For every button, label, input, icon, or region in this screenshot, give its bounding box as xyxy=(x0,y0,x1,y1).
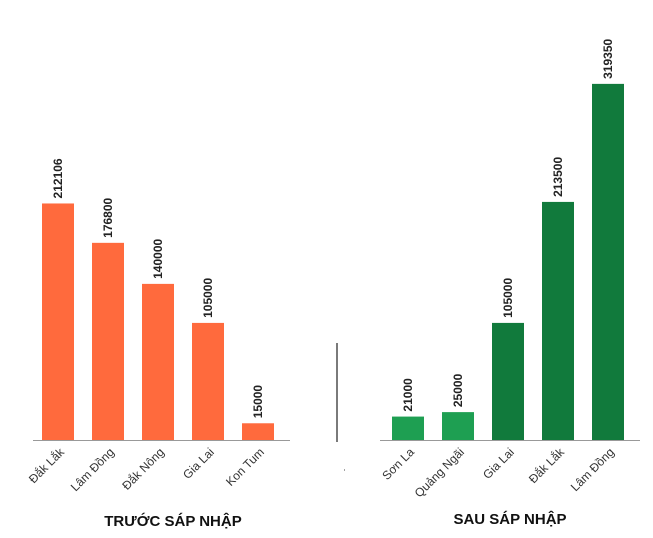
tick-label-before-0: Đắk Lắk xyxy=(25,444,67,486)
bar-before-3 xyxy=(192,322,224,440)
tick-label-after-2: Gia Lai xyxy=(480,445,517,482)
bar-before-1 xyxy=(92,242,124,440)
value-label-before-4: 15000 xyxy=(251,385,265,419)
tick-label-before-2: Đắk Nông xyxy=(119,444,167,492)
value-label-before-0: 212106 xyxy=(51,158,65,198)
tick-label-before-3: Gia Lai xyxy=(180,445,217,482)
bar-before-2 xyxy=(142,283,174,440)
bar-after-2 xyxy=(492,322,524,440)
value-label-after-1: 25000 xyxy=(451,373,465,407)
tick-label-after-0: Sơn La xyxy=(379,445,417,483)
group-title-before: TRƯỚC SÁP NHẬP xyxy=(104,512,241,530)
value-label-after-0: 21000 xyxy=(401,378,415,412)
value-label-before-2: 140000 xyxy=(151,239,165,279)
value-label-after-4: 319350 xyxy=(601,39,615,79)
value-label-after-3: 213500 xyxy=(551,157,565,197)
value-label-before-1: 176800 xyxy=(101,197,115,237)
group-title-after: SAU SÁP NHẬP xyxy=(453,510,566,528)
tick-label-after-4: Lâm Đồng xyxy=(568,445,617,494)
tick-label-after-1: Quảng Ngãi xyxy=(412,445,467,500)
tick-label-before-1: Lâm Đồng xyxy=(68,445,117,494)
bar-after-4 xyxy=(592,83,624,440)
bar-before-4 xyxy=(242,423,274,440)
bar-after-0 xyxy=(392,416,424,440)
value-label-after-2: 105000 xyxy=(501,278,515,318)
bar-before-0 xyxy=(42,203,74,440)
bar-after-1 xyxy=(442,412,474,440)
tick-label-after-3: Đắk Lắk xyxy=(525,444,567,486)
tick-label-before-4: Kon Tum xyxy=(223,445,267,489)
bar-after-3 xyxy=(542,201,574,440)
value-label-before-3: 105000 xyxy=(201,278,215,318)
